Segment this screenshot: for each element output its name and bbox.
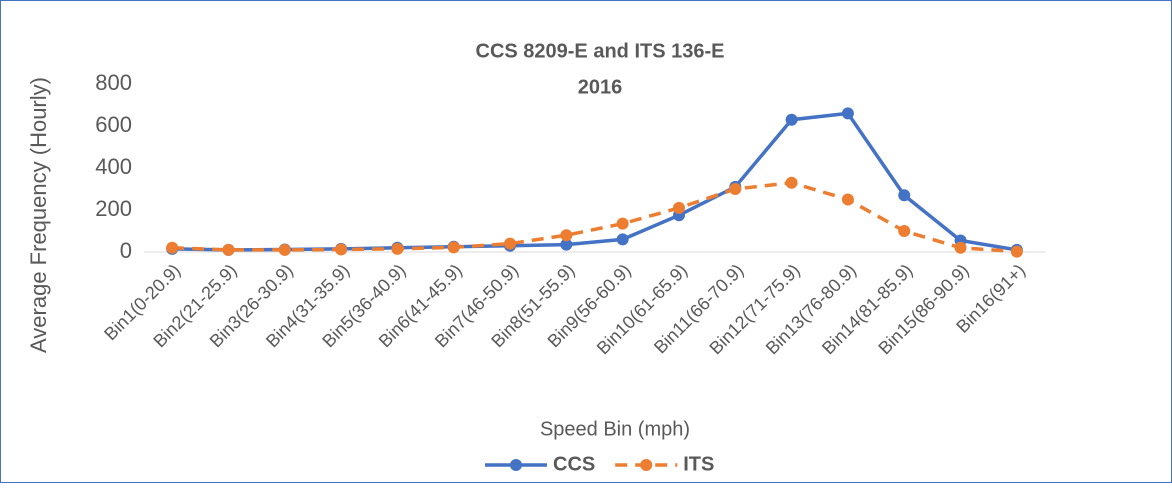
data-point [616,233,629,246]
chart-subtitle: 2016 [578,76,623,98]
data-point [391,242,404,255]
data-point [841,107,854,120]
legend-label: CCS [553,453,595,475]
y-tick-label: 800 [95,70,132,95]
data-point [672,201,685,214]
data-point [898,189,911,202]
data-point [278,243,291,256]
y-tick-label: 200 [95,196,132,221]
data-point [560,229,573,242]
data-point [560,238,573,251]
data-point [166,241,179,254]
data-point [729,183,742,195]
chart-title: CCS 8209-E and ITS 136-E [476,40,725,62]
data-point [447,241,460,254]
y-tick-label: 600 [95,112,132,137]
data-point [1010,245,1023,258]
data-point [785,113,798,126]
data-point [335,243,348,256]
data-point [222,243,235,256]
x-axis-title: Speed Bin (mph) [540,418,690,440]
data-point [841,193,854,206]
data-point [616,217,629,230]
y-tick-label: 0 [120,238,132,263]
y-tick-label: 400 [95,154,132,179]
data-point [898,225,911,237]
legend-label: ITS [683,453,714,475]
legend-marker [640,459,653,471]
y-axis-title: Average Frequency (Hourly) [26,77,51,353]
data-point [504,237,517,250]
legend-marker [510,459,522,471]
data-point [954,241,967,254]
series-line [172,180,1017,254]
data-point [785,176,798,189]
